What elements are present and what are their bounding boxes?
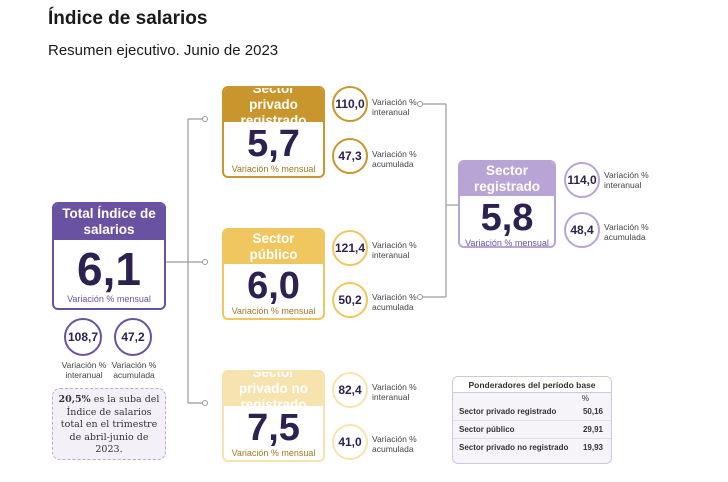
total-value: 6,1 xyxy=(77,243,141,295)
weights-table: Ponderadores del período base % Sector p… xyxy=(452,376,612,464)
registrado-interanual-label: Variación % interanual xyxy=(604,170,649,190)
privado-registrado-card: Sector privado registrado 5,7 Variación … xyxy=(222,86,325,178)
total-acumulada-label: Variación % acumulada xyxy=(111,360,157,380)
privado-registrado-value: 5,7 xyxy=(247,123,300,165)
page-subtitle: Resumen ejecutivo. Junio de 2023 xyxy=(48,42,279,59)
registrado-acumulada-label: Variación % acumulada xyxy=(604,222,649,242)
registrado-card: Sector registrado 5,8 Variación % mensua… xyxy=(458,160,556,248)
weights-row-value: 29,91 xyxy=(582,425,603,434)
publico-acumulada-label: Variación % acumulada xyxy=(372,292,417,312)
no-registrado-value: 7,5 xyxy=(247,407,300,449)
privado-registrado-unit: Variación % mensual xyxy=(231,164,316,174)
page-title: Índice de salarios xyxy=(48,8,208,29)
table-row: Sector privado registrado 50,16 xyxy=(453,403,611,421)
total-acumulada-value: 47,2 xyxy=(114,318,152,356)
publico-unit: Variación % mensual xyxy=(231,306,316,316)
privado-registrado-title: Sector privado registrado xyxy=(224,88,323,128)
total-interanual-value: 108,7 xyxy=(64,318,102,356)
connector-dot xyxy=(202,400,208,406)
weights-row-label: Sector privado no registrado xyxy=(459,443,569,452)
no-registrado-title: Sector privado no registrado xyxy=(224,372,323,412)
registrado-interanual-value: 114,0 xyxy=(564,162,600,198)
no-registrado-unit: Variación % mensual xyxy=(231,448,316,458)
privado-registrado-interanual-value: 110,0 xyxy=(332,86,368,122)
registrado-value: 5,8 xyxy=(480,197,534,239)
no-registrado-acumulada-label: Variación % acumulada xyxy=(372,434,417,454)
weights-row-label: Sector privado registrado xyxy=(459,407,557,416)
weights-row-value: 50,16 xyxy=(582,407,603,416)
total-unit: Variación % mensual xyxy=(67,294,151,304)
weights-row-label: Sector público xyxy=(459,425,515,434)
no-registrado-interanual-value: 82,4 xyxy=(332,372,368,408)
connector-dot xyxy=(202,116,208,122)
privado-registrado-acumulada-value: 47,3 xyxy=(332,138,368,174)
privado-registrado-acumulada-label: Variación % acumulada xyxy=(372,149,417,169)
publico-title: Sector público xyxy=(224,230,323,264)
quarterly-note-highlight: 20,5% xyxy=(58,394,91,405)
privado-registrado-interanual-label: Variación % interanual xyxy=(372,97,417,117)
publico-acumulada-value: 50,2 xyxy=(332,282,368,318)
publico-value: 6,0 xyxy=(247,265,300,307)
connector-dot xyxy=(417,294,423,300)
registrado-unit: Variación % mensual xyxy=(465,238,549,248)
publico-interanual-value: 121,4 xyxy=(332,230,368,266)
weights-title: Ponderadores del período base xyxy=(453,377,611,393)
total-card-title: Total Índice de salarios xyxy=(54,204,164,240)
quarterly-note-text: es la suba del Índice de salarios total … xyxy=(60,394,160,455)
registrado-acumulada-value: 48,4 xyxy=(564,212,600,248)
total-interanual-label: Variación % interanual xyxy=(61,360,107,380)
weights-row-value: 19,93 xyxy=(582,443,603,452)
no-registrado-card: Sector privado no registrado 7,5 Variaci… xyxy=(222,370,325,462)
total-card: Total Índice de salarios 6,1 Variación %… xyxy=(52,202,166,310)
table-row: Sector privado no registrado 19,93 xyxy=(453,439,611,456)
no-registrado-interanual-label: Variación % interanual xyxy=(372,382,417,402)
table-row: Sector público 29,91 xyxy=(453,421,611,439)
no-registrado-acumulada-value: 41,0 xyxy=(332,424,368,460)
publico-card: Sector público 6,0 Variación % mensual xyxy=(222,228,325,320)
publico-interanual-label: Variación % interanual xyxy=(372,240,417,260)
registrado-title: Sector registrado xyxy=(460,162,554,196)
weights-col-header: % xyxy=(581,394,589,403)
quarterly-note: 20,5% es la suba del Índice de salarios … xyxy=(52,388,166,460)
connector-dot xyxy=(202,259,208,265)
connector-dot xyxy=(417,101,423,107)
